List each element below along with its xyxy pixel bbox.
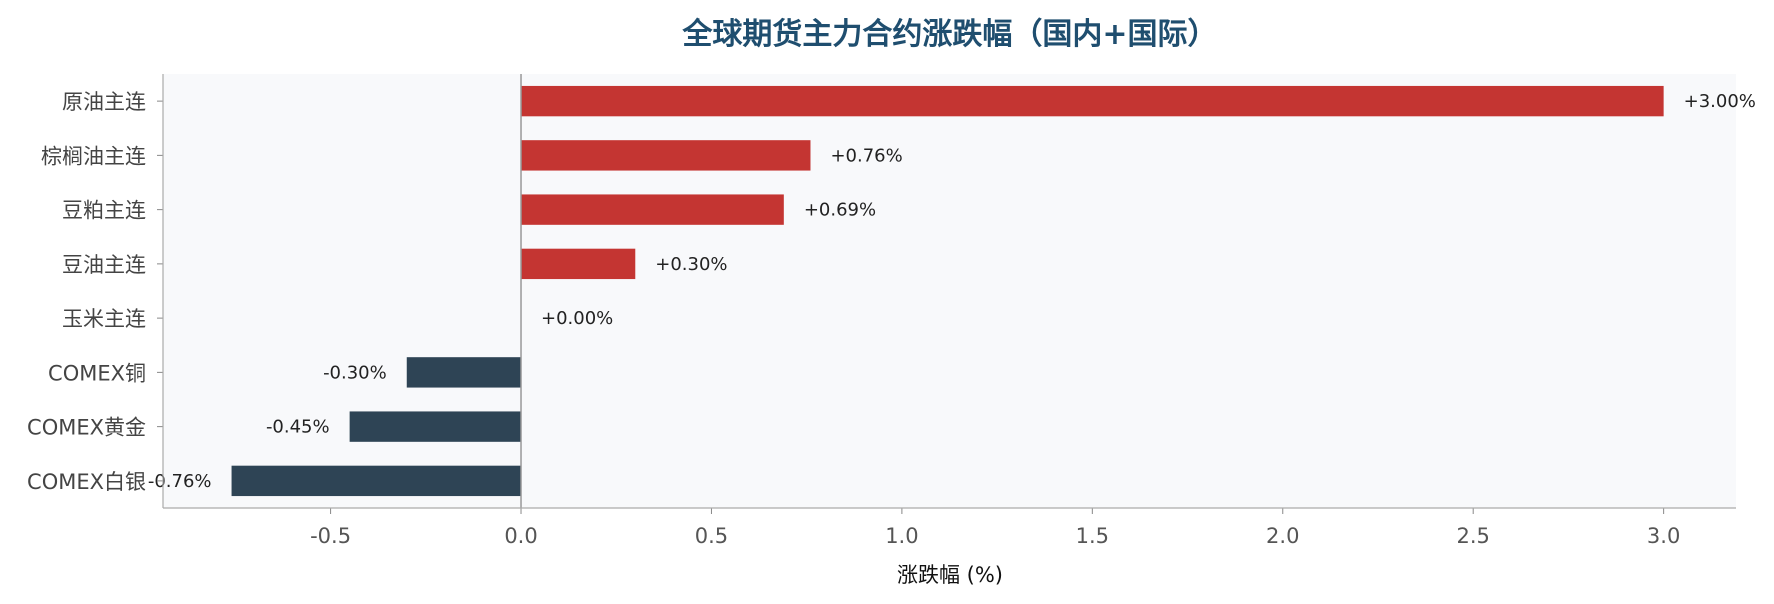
category-label: 棕榈油主连	[41, 144, 146, 168]
bar	[406, 357, 522, 388]
x-ticks-layer: -0.5 0.0 0.5 1.0 1.5 2.0 2.5 3.0	[310, 508, 1680, 548]
category-label: COMEX白银	[27, 470, 146, 494]
bar-value-label: +0.00%	[541, 308, 613, 329]
x-axis-label: 涨跌幅 (%)	[897, 563, 1003, 587]
x-tick-label: 3.0	[1647, 524, 1680, 548]
bar	[521, 85, 1664, 117]
x-tick-label: 2.5	[1456, 524, 1489, 548]
category-label: 玉米主连	[62, 307, 146, 331]
bar	[521, 140, 811, 171]
bar	[521, 248, 636, 280]
bar-value-label: +3.00%	[1684, 91, 1756, 112]
bar-value-label: +0.69%	[804, 200, 876, 221]
x-tick-label: 0.5	[695, 524, 728, 548]
bars-layer	[231, 85, 1664, 497]
value-labels-layer: +3.00% +0.76% +0.69% +0.30% +0.00% -0.30% -0.4…	[148, 91, 1756, 492]
x-tick-label: 2.0	[1266, 524, 1299, 548]
bar-value-label: +0.76%	[830, 145, 902, 166]
bar	[231, 465, 522, 497]
category-label: COMEX铜	[48, 361, 146, 385]
x-tick-label: 0.0	[504, 524, 537, 548]
bar-value-label: -0.76%	[148, 471, 212, 492]
bar	[521, 194, 784, 225]
category-label: 原油主连	[62, 90, 146, 114]
category-label: COMEX黄金	[27, 416, 146, 440]
category-label: 豆粕主连	[62, 199, 146, 223]
chart-title: 全球期货主力合约涨跌幅（国内+国际）	[681, 17, 1217, 52]
x-tick-label: 1.5	[1076, 524, 1109, 548]
bar-value-label: -0.45%	[266, 417, 330, 438]
plot-area	[163, 74, 1736, 508]
category-label: 豆油主连	[62, 253, 146, 277]
bar	[349, 411, 522, 442]
x-tick-label: 1.0	[885, 524, 918, 548]
bar-value-label: +0.30%	[655, 254, 727, 275]
bar-value-label: -0.30%	[323, 362, 387, 383]
x-tick-label: -0.5	[310, 524, 351, 548]
